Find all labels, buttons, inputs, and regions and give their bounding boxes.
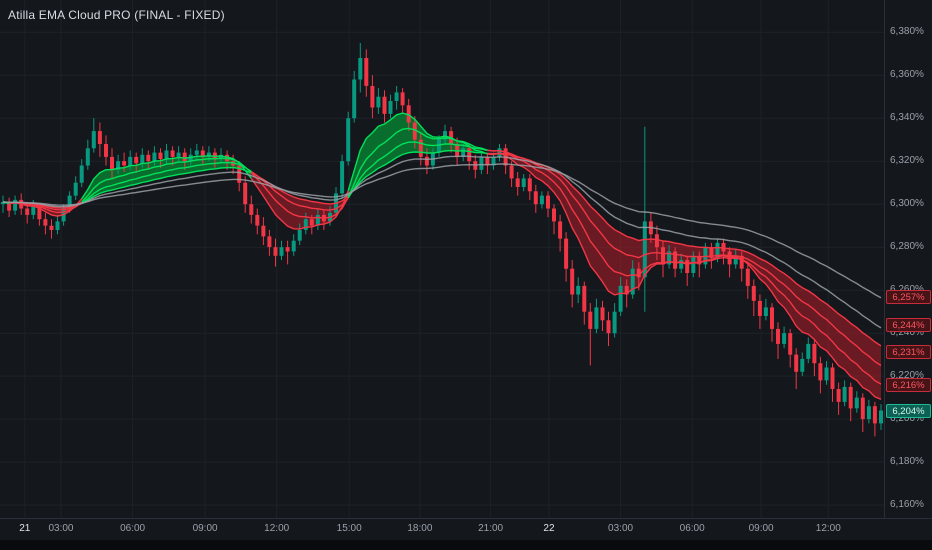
indicator-title: Atilla EMA Cloud PRO (FINAL - FIXED) <box>8 8 225 22</box>
time-tick-label: 06:00 <box>120 523 146 534</box>
price-tick-label: 6,280% <box>890 241 924 253</box>
time-tick-label: 15:00 <box>336 523 362 534</box>
bottom-bar <box>0 540 932 550</box>
time-tick-label: 03:00 <box>608 523 634 534</box>
time-tick-label: 09:00 <box>192 523 218 534</box>
price-chart-canvas[interactable] <box>0 0 884 518</box>
indicator-legend[interactable]: Atilla EMA Cloud PRO (FINAL - FIXED) <box>8 6 225 24</box>
time-axis[interactable]: 21 03:00 06:00 09:00 12:00 15:00 18:00 21:00 22 0… <box>0 518 932 540</box>
price-tick-label: 6,300% <box>890 198 924 210</box>
price-axis[interactable]: 6,380%6,360%6,340%6,320%6,300%6,280%6,26… <box>884 0 932 518</box>
price-tick-label: 6,340% <box>890 112 924 124</box>
price-tick-label: 6,240% <box>890 327 924 339</box>
price-label-badge: 6,216% <box>886 377 931 392</box>
time-tick-label: 22 <box>543 523 555 534</box>
time-tick-label: 12:00 <box>264 523 290 534</box>
time-tick-label: 21 <box>19 523 31 534</box>
price-tick-label: 6,160% <box>890 499 924 511</box>
price-tick-label: 6,360% <box>890 69 924 81</box>
time-tick-label: 03:00 <box>48 523 74 534</box>
price-tick-label: 6,320% <box>890 155 924 167</box>
price-label-badge: 6,204% <box>886 403 931 418</box>
price-label-badge: 6,244% <box>886 317 931 332</box>
time-tick-label: 18:00 <box>407 523 433 534</box>
price-tick-label: 6,200% <box>890 413 924 425</box>
price-label-badge: 6,231% <box>886 345 931 360</box>
time-tick-label: 06:00 <box>679 523 705 534</box>
price-tick-label: 6,220% <box>890 370 924 382</box>
price-tick-label: 6,380% <box>890 26 924 38</box>
price-label-badge: 6,257% <box>886 289 931 304</box>
time-tick-label: 21:00 <box>478 523 504 534</box>
price-tick-label: 6,180% <box>890 456 924 468</box>
time-tick-label: 09:00 <box>748 523 774 534</box>
time-tick-label: 12:00 <box>815 523 841 534</box>
